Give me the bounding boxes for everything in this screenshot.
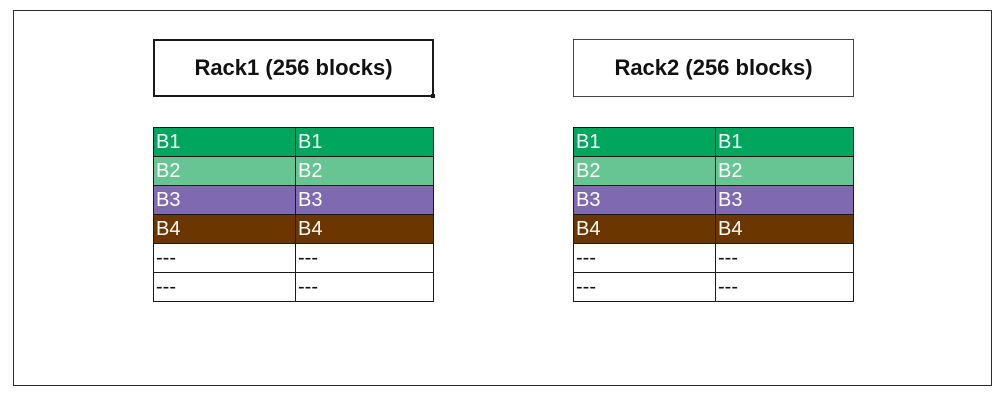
block-cell: --- — [715, 272, 854, 302]
block-row-b2: B2 B2 — [573, 156, 854, 186]
block-cell: B1 — [573, 127, 716, 157]
block-cell: B2 — [573, 156, 716, 186]
block-cell: B1 — [295, 127, 434, 157]
block-row-b3: B3 B3 — [153, 185, 434, 215]
block-cell: B3 — [715, 185, 854, 215]
block-row-b3: B3 B3 — [573, 185, 854, 215]
block-row-empty: --- --- — [573, 243, 854, 273]
block-cell: B1 — [153, 127, 296, 157]
block-cell: B3 — [153, 185, 296, 215]
block-cell: B2 — [295, 156, 434, 186]
block-row-b4: B4 B4 — [573, 214, 854, 244]
block-cell: --- — [715, 243, 854, 273]
block-cell: --- — [153, 272, 296, 302]
rack-1-block-table: B1 B1 B2 B2 B3 B3 B4 B4 --- --- --- --- — [153, 127, 434, 302]
rack-2-block-table: B1 B1 B2 B2 B3 B3 B4 B4 --- --- --- --- — [573, 127, 854, 302]
block-cell: --- — [153, 243, 296, 273]
block-cell: B4 — [153, 214, 296, 244]
block-row-b2: B2 B2 — [153, 156, 434, 186]
block-cell: --- — [573, 272, 716, 302]
block-cell: B4 — [715, 214, 854, 244]
block-cell: --- — [295, 272, 434, 302]
block-cell: B4 — [573, 214, 716, 244]
block-cell: --- — [295, 243, 434, 273]
diagram-frame — [13, 10, 992, 386]
block-row-b4: B4 B4 — [153, 214, 434, 244]
block-cell: B1 — [715, 127, 854, 157]
rack-2: Rack2 (256 blocks) B1 B1 B2 B2 B3 B3 B4 … — [573, 39, 854, 302]
block-row-b1: B1 B1 — [573, 127, 854, 157]
block-cell: B3 — [573, 185, 716, 215]
block-row-empty: --- --- — [573, 272, 854, 302]
block-cell: B4 — [295, 214, 434, 244]
rack-2-title: Rack2 (256 blocks) — [573, 39, 854, 97]
block-row-empty: --- --- — [153, 272, 434, 302]
block-row-empty: --- --- — [153, 243, 434, 273]
rack-1-title: Rack1 (256 blocks) — [153, 39, 435, 98]
block-cell: --- — [573, 243, 716, 273]
block-cell: B2 — [715, 156, 854, 186]
rack-1: Rack1 (256 blocks) B1 B1 B2 B2 B3 B3 B4 … — [153, 39, 435, 302]
block-cell: B2 — [153, 156, 296, 186]
block-cell: B3 — [295, 185, 434, 215]
block-row-b1: B1 B1 — [153, 127, 434, 157]
